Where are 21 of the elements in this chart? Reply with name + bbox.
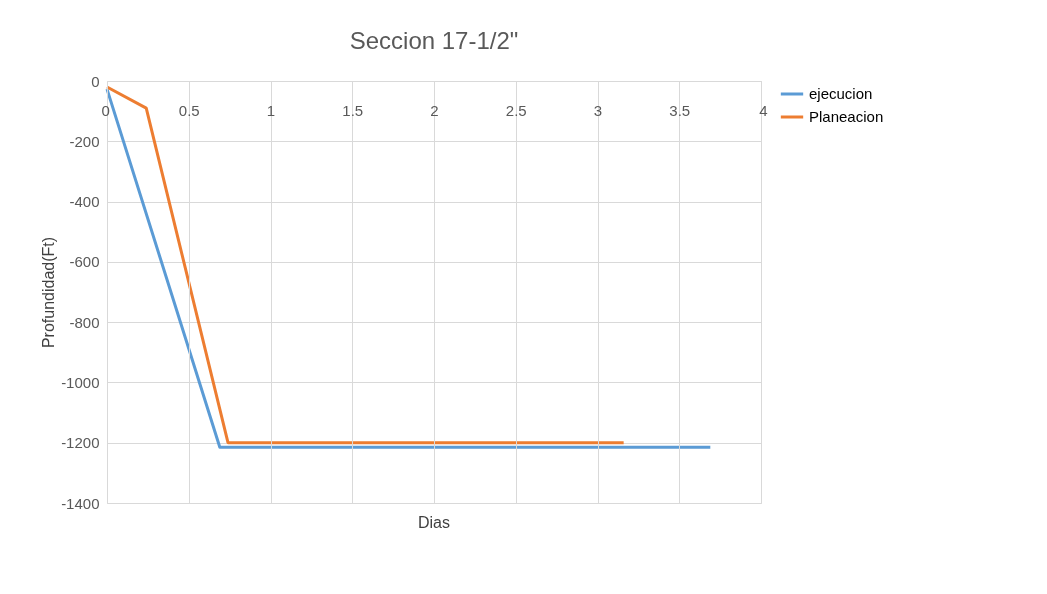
x-tick-label: 1.5: [342, 101, 364, 119]
y-tick-label: -400: [69, 193, 100, 211]
y-tick-label: -200: [69, 132, 100, 150]
x-tick-label: 2: [430, 101, 439, 119]
x-tick-label: 3.5: [669, 101, 691, 119]
legend-label: ejecucion: [809, 85, 873, 102]
x-tick-label: 0.5: [178, 101, 200, 119]
y-tick-label: -600: [69, 253, 100, 271]
y-tick-label: -1000: [61, 373, 100, 391]
y-axis-title: Profundidad(Ft): [40, 236, 58, 349]
x-tick-label: 2.5: [505, 101, 527, 119]
x-axis-title: Dias: [417, 514, 451, 531]
chart-title: Seccion 17-1/2": [349, 27, 519, 54]
x-tick-label: 1: [266, 101, 276, 119]
x-tick-label: 4: [759, 101, 768, 119]
x-tick-label: 3: [593, 101, 603, 119]
y-tick-label: 0: [91, 72, 100, 90]
legend-label: Planeacion: [809, 108, 884, 125]
y-tick-label: -800: [69, 313, 100, 331]
y-tick-label: -1200: [61, 434, 100, 452]
y-tick-label: -1400: [61, 494, 100, 512]
